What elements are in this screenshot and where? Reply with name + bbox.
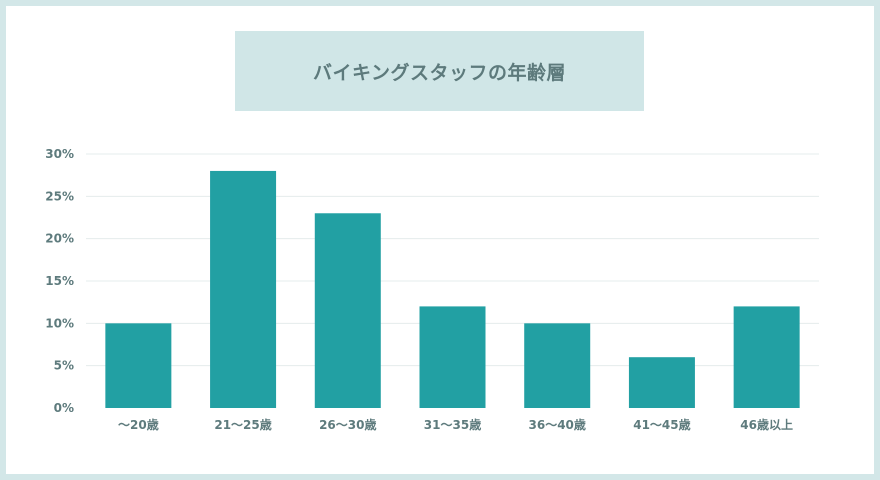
y-axis-tick-labels: 0% 5% 10% 15% 20% 25% 30% (45, 147, 74, 415)
x-tick-label: 26〜30歳 (319, 417, 376, 432)
x-tick-label: 21〜25歳 (214, 417, 271, 432)
bar (628, 357, 695, 408)
y-tick-label: 30% (45, 147, 74, 161)
y-tick-label: 25% (45, 189, 74, 203)
x-tick-label: 36〜40歳 (529, 417, 586, 432)
bar (733, 306, 800, 408)
bars (105, 170, 800, 408)
bar (105, 323, 172, 408)
x-tick-label: 〜20歳 (118, 417, 159, 432)
x-tick-label: 41〜45歳 (633, 417, 690, 432)
y-tick-label: 5% (54, 359, 74, 373)
y-tick-label: 15% (45, 274, 74, 288)
x-axis-tick-labels: 〜20歳 21〜25歳 26〜30歳 31〜35歳 36〜40歳 41〜45歳 46歳以上 (118, 417, 793, 432)
y-tick-label: 10% (45, 316, 74, 330)
x-tick-label: 46歳以上 (740, 417, 793, 432)
y-tick-label: 20% (45, 232, 74, 246)
y-tick-label: 0% (54, 401, 74, 415)
chart-title: バイキングスタッフの年齢層 (313, 61, 566, 84)
bar (314, 213, 381, 408)
chart-title-box: バイキングスタッフの年齢層 (235, 31, 644, 111)
bar (419, 306, 486, 408)
gridlines (86, 153, 819, 367)
bar (210, 170, 277, 408)
x-tick-label: 31〜35歳 (424, 417, 481, 432)
bar (524, 323, 591, 408)
